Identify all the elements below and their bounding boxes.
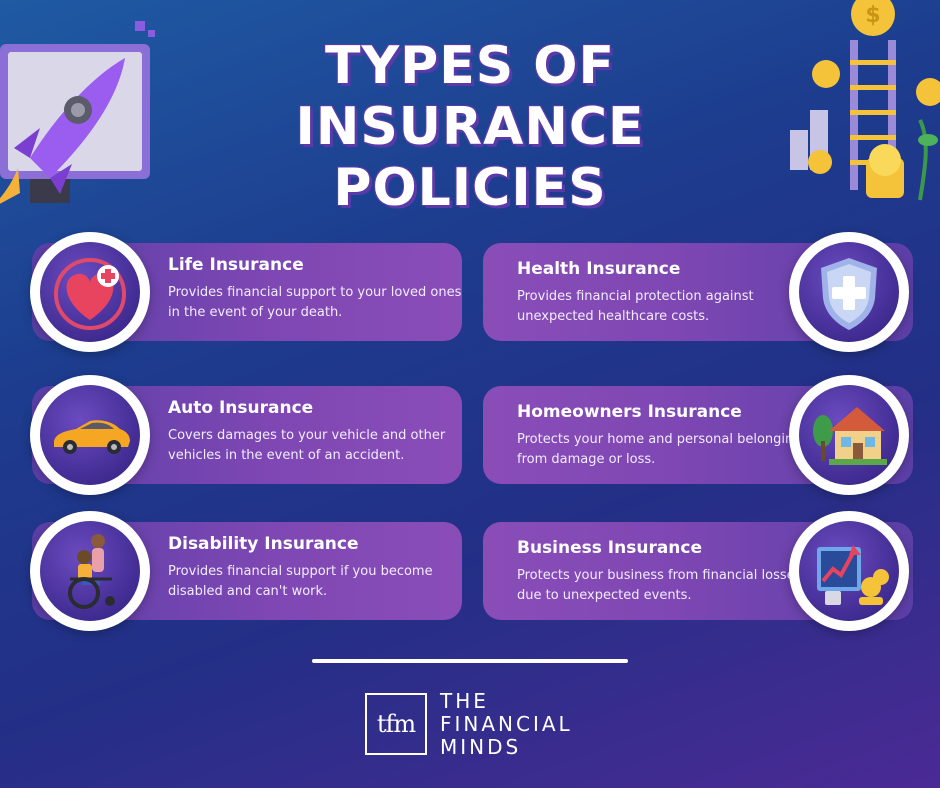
brand-line-3: MINDS xyxy=(440,735,522,759)
heart-cross-icon xyxy=(54,258,126,330)
card-heading: Business Insurance xyxy=(517,538,703,558)
disability-insurance-badge xyxy=(30,511,150,631)
coins-ladder-illustration: $ xyxy=(790,0,940,201)
svg-text:$: $ xyxy=(865,3,880,28)
card-description: Provides financial support to your loved… xyxy=(168,285,462,320)
brand-line-1: THE xyxy=(440,689,489,713)
title-line-3: POLICIES xyxy=(333,158,607,218)
shield-cross-icon xyxy=(821,258,877,330)
page-title: TYPES OF INSURANCE POLICIES xyxy=(0,36,940,219)
wheelchair-icon xyxy=(68,534,115,609)
card-description: Provides financial support if you become… xyxy=(168,564,433,599)
brand-line-2: FINANCIAL xyxy=(440,712,573,736)
card-description: Protects your business from financial lo… xyxy=(517,568,802,603)
business-chart-icon xyxy=(817,545,889,605)
business-insurance-badge xyxy=(789,511,909,631)
card-heading: Homeowners Insurance xyxy=(517,402,742,422)
card-description: Covers damages to your vehicle and other… xyxy=(168,428,446,463)
card-heading: Life Insurance xyxy=(168,255,304,275)
tfm-logo-mark: tfm xyxy=(365,693,427,755)
rocket-monitor-illustration xyxy=(0,21,155,204)
title-line-2: INSURANCE xyxy=(295,97,645,157)
divider xyxy=(312,659,628,663)
brand-name: THE FINANCIAL MINDS xyxy=(440,690,573,759)
card-heading: Auto Insurance xyxy=(168,398,314,418)
health-insurance-badge xyxy=(789,232,909,352)
life-insurance-badge xyxy=(30,232,150,352)
homeowners-insurance-badge xyxy=(789,375,909,495)
car-icon xyxy=(54,420,130,454)
title-line-1: TYPES OF xyxy=(324,36,616,96)
house-icon xyxy=(813,407,887,465)
card-heading: Disability Insurance xyxy=(168,534,359,554)
card-description: Provides financial protection against un… xyxy=(517,289,754,324)
card-description: Protects your home and personal belongin… xyxy=(517,432,809,467)
card-heading: Health Insurance xyxy=(517,259,681,279)
auto-insurance-badge xyxy=(30,375,150,495)
